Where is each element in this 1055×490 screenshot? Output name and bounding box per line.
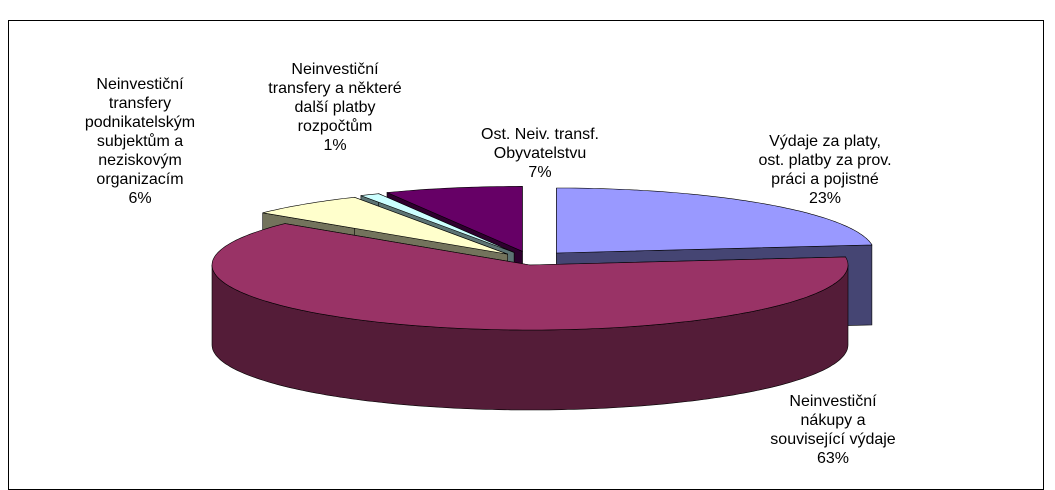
- category-label: Neinvestiční transfery a některé další p…: [268, 61, 402, 135]
- category-label: Ost. Neiv. transf. Obyvatelstvu: [481, 126, 599, 162]
- slice-label: Neinvestiční transfery podnikatelským su…: [85, 75, 195, 208]
- category-label: Neinvestiční transfery podnikatelským su…: [84, 76, 196, 188]
- slice: [556, 187, 873, 254]
- value-label: 6%: [128, 190, 152, 207]
- value-label: 23%: [808, 190, 842, 207]
- slice-label: Neinvestiční transfery a některé další p…: [268, 60, 401, 155]
- page: (() => { const data = JSON.parse(documen…: [8, 20, 1044, 490]
- slice: [262, 196, 508, 255]
- value-label: 63%: [816, 450, 850, 467]
- value-label: 7%: [528, 164, 552, 181]
- slice: [386, 185, 523, 252]
- chart: [211, 185, 873, 411]
- slice-label: Ost. Neiv. transf. Obyvatelstvu 7%: [481, 125, 599, 182]
- slice-label: Výdaje za platy, ost. platby za prov. pr…: [758, 132, 891, 208]
- category-label: Neinvestiční nákupy a související výdaje: [770, 393, 896, 448]
- category-label: Výdaje za platy, ost. platby za prov. pr…: [758, 133, 892, 188]
- slice: [360, 193, 515, 253]
- slice-label: Neinvestiční nákupy a související výdaje…: [770, 392, 895, 468]
- value-label: 1%: [323, 137, 347, 154]
- slice: [211, 223, 849, 331]
